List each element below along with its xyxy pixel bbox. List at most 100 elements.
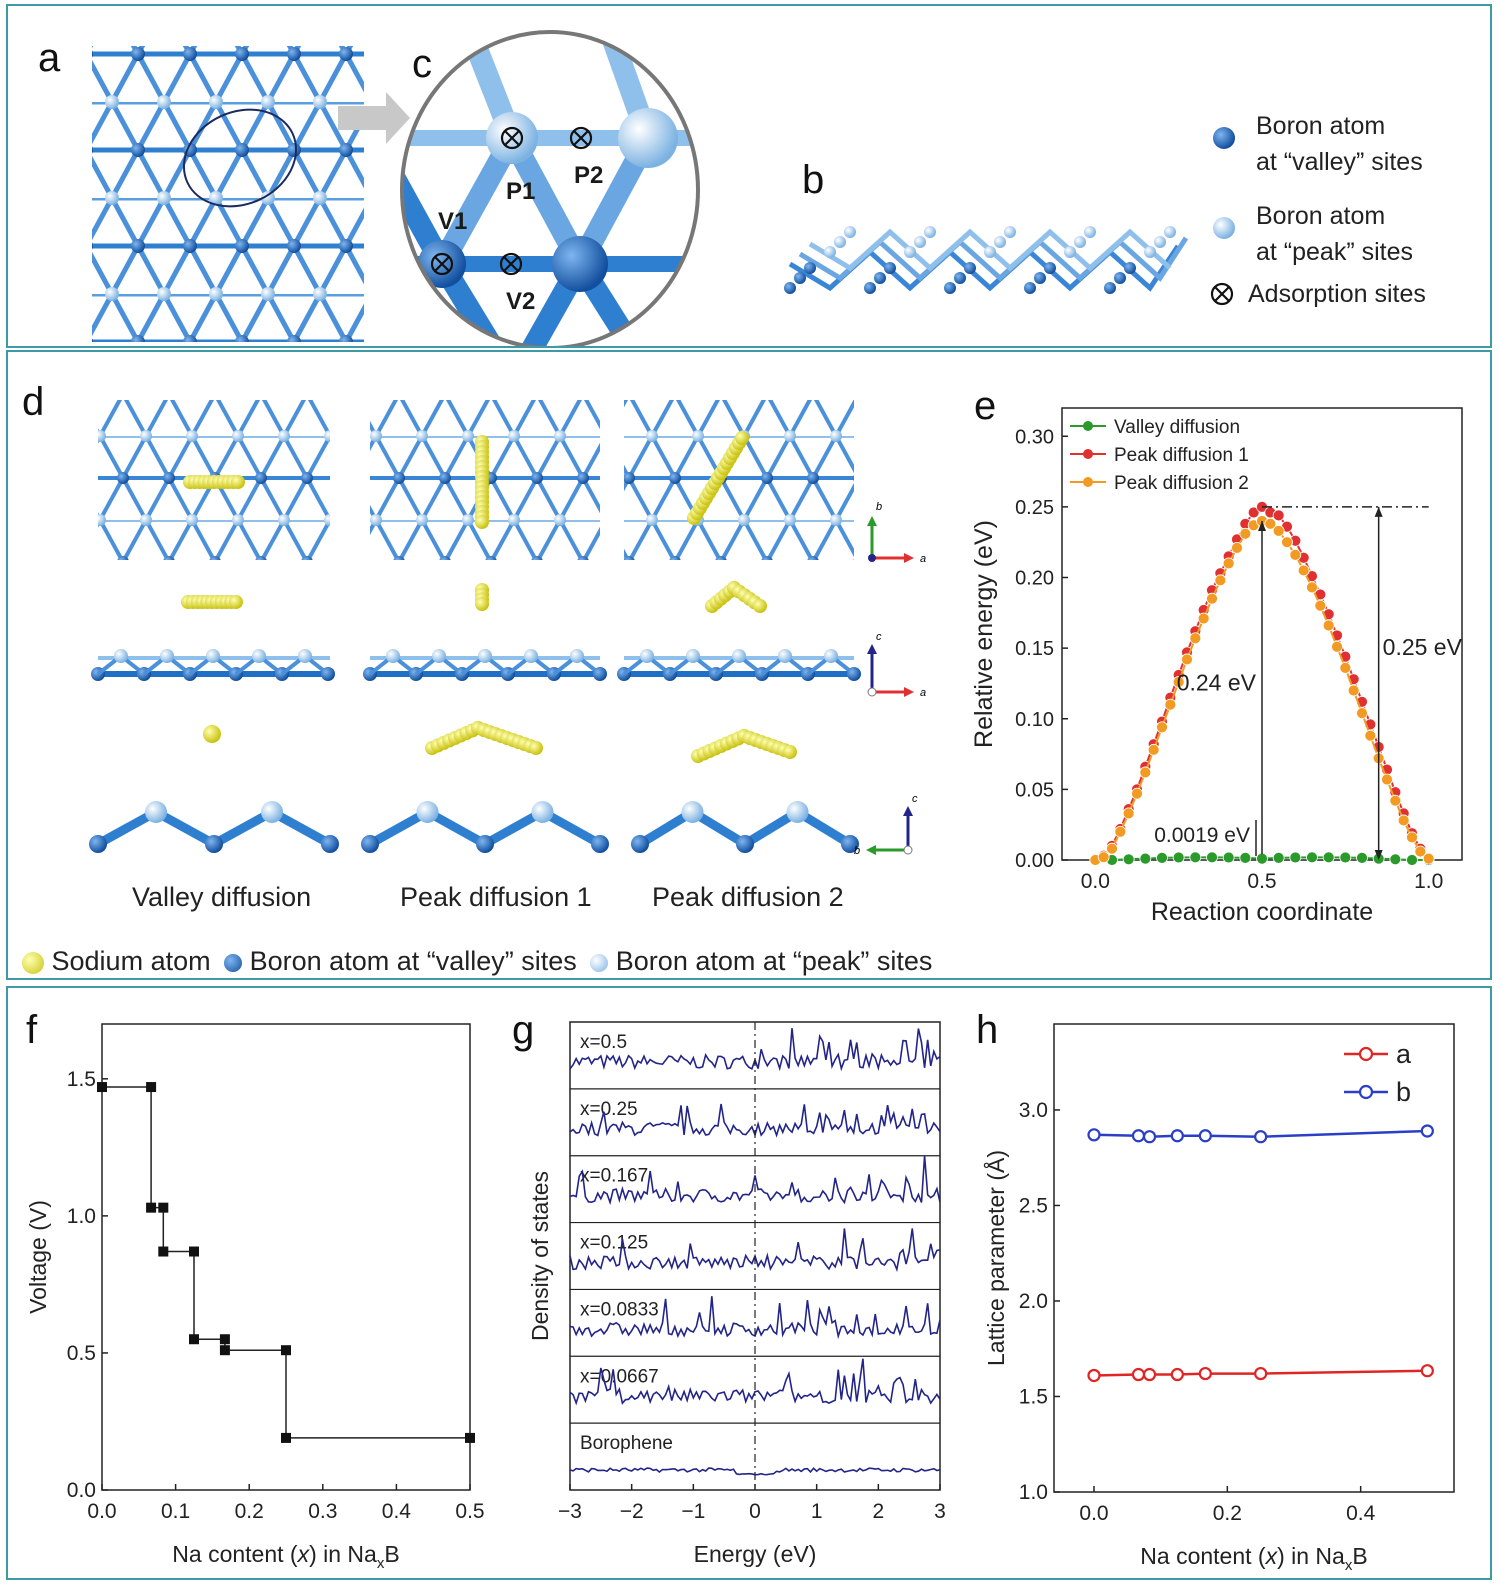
data-point xyxy=(1189,632,1202,645)
data-point xyxy=(1170,1129,1184,1143)
data-point xyxy=(158,1202,169,1213)
legend-marker xyxy=(1358,1084,1374,1100)
annotation-0.25: 0.25 eV xyxy=(1383,634,1463,660)
panel-label-d: d xyxy=(22,380,45,424)
y-tick-label: 0.20 xyxy=(1015,568,1054,590)
legend-valley-line2: at “valley” sites xyxy=(1256,148,1423,176)
panel-label-e: e xyxy=(974,384,997,428)
voltage-steps xyxy=(102,1086,470,1439)
data-point xyxy=(1297,564,1310,577)
legend-label: Peak diffusion 2 xyxy=(1114,473,1249,494)
peak-atom xyxy=(686,649,700,663)
legend-marker xyxy=(1083,449,1093,459)
data-point xyxy=(1289,548,1302,561)
zoom-arrow-icon xyxy=(338,92,410,144)
peak-atom xyxy=(298,649,312,663)
y-axis-label: Relative energy (eV) xyxy=(970,520,998,748)
y-axis-label: Lattice parameter (Å) xyxy=(982,1150,1009,1366)
data-point xyxy=(1106,842,1118,855)
data-point xyxy=(1087,1368,1101,1383)
legend-label: a xyxy=(1396,1039,1412,1069)
boron-atom xyxy=(1114,272,1126,284)
boron-atom xyxy=(804,262,816,274)
data-point xyxy=(1231,541,1243,554)
y-tick-label: 0.10 xyxy=(1015,709,1054,731)
sodium-atom xyxy=(203,725,221,743)
x-axis-label: Reaction coordinate xyxy=(1151,898,1373,926)
y-tick-label: 0.0 xyxy=(67,1479,96,1502)
panel-label-c: c xyxy=(412,42,432,86)
adsorption-markers xyxy=(430,126,593,276)
y-tick-label: 0.25 xyxy=(1015,497,1054,519)
boron-atom xyxy=(944,282,956,294)
y-axis-label: Density of states xyxy=(527,1171,553,1341)
peak-atom xyxy=(524,649,538,663)
boron-atom xyxy=(904,246,916,258)
data-point xyxy=(219,1334,230,1345)
annotation-0.0019: 0.0019 eV xyxy=(1154,824,1250,847)
legend-sodium: Sodium atom xyxy=(51,946,211,976)
boron-atom xyxy=(1024,282,1036,294)
caption-peak2: Peak diffusion 2 xyxy=(652,882,844,912)
x-tick-label: −2 xyxy=(620,1500,644,1523)
dos-row-label: x=0.125 xyxy=(580,1233,648,1254)
panel-label-f: f xyxy=(26,1008,38,1052)
legend-marker xyxy=(1358,1046,1374,1062)
side-views-bc xyxy=(89,801,859,853)
valley-boron-icon xyxy=(224,953,243,972)
data-point xyxy=(1087,1128,1101,1142)
legend-valley-line1: Boron atom xyxy=(1256,112,1386,140)
boron-atom xyxy=(844,226,856,238)
valley-atom xyxy=(361,835,379,853)
legend-peak-line2: at “peak” sites xyxy=(1256,238,1414,266)
boron-atom xyxy=(884,262,896,274)
sodium-atom xyxy=(735,431,749,445)
caption-peak1: Peak diffusion 1 xyxy=(400,882,592,912)
data-point xyxy=(1142,1367,1157,1382)
site-label-v2: V2 xyxy=(506,288,536,315)
y-tick-label: 0.05 xyxy=(1015,779,1054,801)
peak-atom xyxy=(531,801,554,823)
data-point xyxy=(1347,684,1360,697)
legend-label: Valley diffusion xyxy=(1114,417,1240,438)
site-label-p1: P1 xyxy=(506,178,536,205)
boron-atom xyxy=(834,236,846,248)
y-tick-label: 1.0 xyxy=(67,1205,96,1228)
data-point xyxy=(1397,814,1410,827)
zoom-ellipse xyxy=(182,108,298,208)
site-label-v1: V1 xyxy=(438,208,468,235)
data-point xyxy=(1170,1367,1184,1382)
side-view-b xyxy=(788,228,1189,292)
dos-row-label: x=0.25 xyxy=(580,1099,638,1120)
boron-atom xyxy=(784,282,796,294)
data-point xyxy=(1198,1366,1212,1381)
data-point xyxy=(1406,854,1418,866)
data-point xyxy=(1331,640,1343,653)
data-point xyxy=(1256,852,1268,865)
peak-atom xyxy=(145,801,167,823)
sodium-atom xyxy=(783,745,797,759)
dos-row-label: x=0.0833 xyxy=(580,1299,659,1320)
x-axis-label: Energy (eV) xyxy=(694,1541,817,1567)
x-tick-label: 2 xyxy=(872,1500,884,1523)
arrow-head xyxy=(1374,850,1383,860)
data-point xyxy=(1247,506,1260,519)
valley-atom xyxy=(321,667,335,681)
side-view-b-atoms xyxy=(784,226,1176,294)
atom-legend: Sodium atom Boron atom at “valley” sites… xyxy=(22,946,932,977)
data-point xyxy=(1122,853,1135,866)
peak-atom xyxy=(824,649,838,663)
x-tick-label: 1.0 xyxy=(1414,870,1443,893)
x-tick-label: 0 xyxy=(749,1500,761,1523)
x-tick-label: 0.0 xyxy=(1079,1502,1108,1525)
x-tick-label: 0.0 xyxy=(87,1500,116,1523)
chart-f: 0.0 0.5 1.0 1.5 0.0 0.1 0.2 0.3 0.4 0.5 Na content… xyxy=(25,1023,485,1572)
data-point xyxy=(1264,517,1277,530)
data-point xyxy=(1306,851,1318,864)
data-point xyxy=(1272,524,1285,537)
data-point xyxy=(1406,831,1418,844)
valley-atom xyxy=(89,835,107,853)
data-point xyxy=(1414,845,1427,858)
data-point xyxy=(1189,851,1202,864)
caption-valley: Valley diffusion xyxy=(132,882,312,912)
